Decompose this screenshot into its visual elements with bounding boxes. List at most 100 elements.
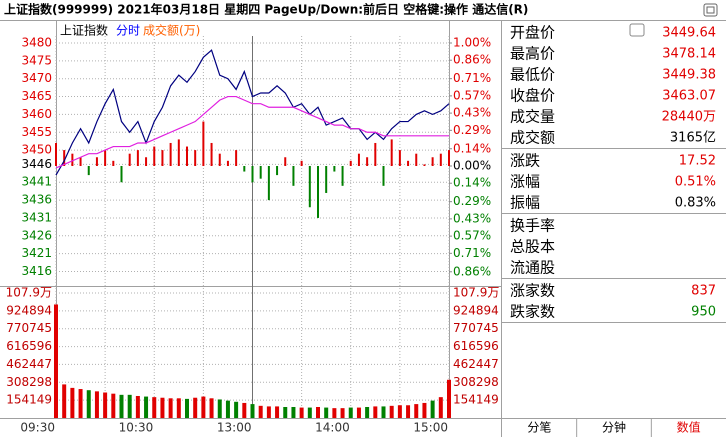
imbalance-bar [104,150,107,166]
imbalance-bar [169,142,172,166]
y-tick-label: 107.9万 [453,286,499,300]
y2-tick-label: 0.71% [453,71,491,85]
y-tick-label: 3480 [21,36,52,50]
volume-bar [447,379,451,418]
volume-bar [389,405,394,418]
imbalance-bar [267,166,270,201]
imbalance-bar [210,142,213,166]
y2-tick-label: 0.29% [453,194,491,208]
y2-tick-label: 0.86% [453,264,491,278]
y-tick-label: 3441 [21,175,52,189]
volume-bar [332,408,337,418]
imbalance-bar [398,150,401,166]
quote-label: 涨跌 [510,152,540,170]
quote-label: 开盘价 [510,24,555,42]
imbalance-bar [415,153,418,166]
y2-tick-label: 0.57% [453,229,491,243]
imbalance-bar [202,121,205,166]
quote-label: 涨幅 [510,173,540,191]
imbalance-bar [374,142,377,166]
volume-title: 成交额(万) [143,23,200,38]
x-tick-label: 14:00 [315,421,350,435]
imbalance-bar [161,150,164,166]
imbalance-bar [95,157,98,166]
volume-bar [381,406,386,418]
y-tick-label: 308298 [6,375,52,389]
y-tick-label: 3465 [21,89,52,103]
volume-bar [160,397,165,418]
volume-bar [70,387,75,418]
quote-value: 950 [691,305,716,320]
volume-bar [299,407,304,418]
volume-bar [78,389,83,418]
imbalance-bar [136,150,139,166]
imbalance-bar [87,166,90,176]
volume-bar [193,397,198,418]
y2-tick-label: 0.14% [453,141,491,155]
volume-bar [324,407,329,418]
y-tick-label: 462447 [6,357,52,371]
imbalance-bar [218,153,221,166]
y-tick-label: 3426 [21,228,52,242]
close-box[interactable] [703,3,718,17]
volume-bar [176,398,181,418]
y-tick-label: 770745 [453,321,499,335]
y2-tick-label: 0.43% [453,211,491,225]
imbalance-bar [300,160,303,166]
x-tick-label: 13:00 [217,421,252,435]
y-tick-label: 308298 [453,375,499,389]
volume-bar [54,304,58,418]
volume-bar [168,398,173,418]
y-tick-label: 3470 [21,71,52,85]
toggle-icon[interactable] [629,23,645,37]
volume-bar [152,397,157,418]
tab[interactable]: 数值 [677,420,701,435]
imbalance-bar [382,166,385,186]
quote-value: 3478.14 [662,47,716,62]
quote-value: 3449.64 [662,26,716,41]
volume-bar [430,400,435,418]
chart-subtitle: 分时 [116,24,140,38]
y2-tick-label: 0.00% [453,159,491,173]
volume-bar [422,402,427,418]
volume-bar [225,400,230,418]
quote-label: 涨家数 [510,282,555,300]
y2-tick-label: 0.29% [453,123,491,137]
quote-label: 跌家数 [510,303,555,321]
volume-bar [234,401,239,418]
volume-bar [201,396,206,418]
volume-bar [316,406,320,418]
imbalance-bar [357,153,360,166]
x-tick-label: 15:00 [413,421,448,435]
imbalance-bar [177,139,180,166]
volume-bar [185,398,189,418]
volume-bar [94,391,99,418]
volume-bar [111,393,116,418]
volume-bar [365,406,370,418]
y2-tick-label: 0.57% [453,88,491,102]
imbalance-bar [431,157,434,166]
quote-label: 收盘价 [510,87,555,105]
tab[interactable]: 分钟 [602,420,626,435]
volume-bar [406,405,411,418]
volume-bar [119,394,124,418]
y-tick-label: 770745 [6,321,52,335]
tab[interactable]: 分笔 [527,420,551,435]
quote-value: 0.51% [675,175,716,190]
imbalance-bar [284,157,287,166]
imbalance-bar [325,166,328,193]
window-title: 上证指数(999999) 2021年03月18日 星期四 PageUp/Down… [4,2,528,17]
volume-bar [127,394,132,418]
y-tick-label: 3436 [21,193,52,207]
volume-bar [307,407,312,418]
y2-tick-label: 0.86% [453,53,491,67]
y-tick-label: 154149 [6,393,52,407]
quote-label: 流通股 [510,259,555,277]
y-tick-label: 3455 [21,125,52,139]
imbalance-bar [349,160,352,166]
y-tick-label: 462447 [453,357,499,371]
volume-bar [86,390,91,418]
quote-value: 3463.07 [662,89,716,104]
imbalance-bar [276,166,279,176]
